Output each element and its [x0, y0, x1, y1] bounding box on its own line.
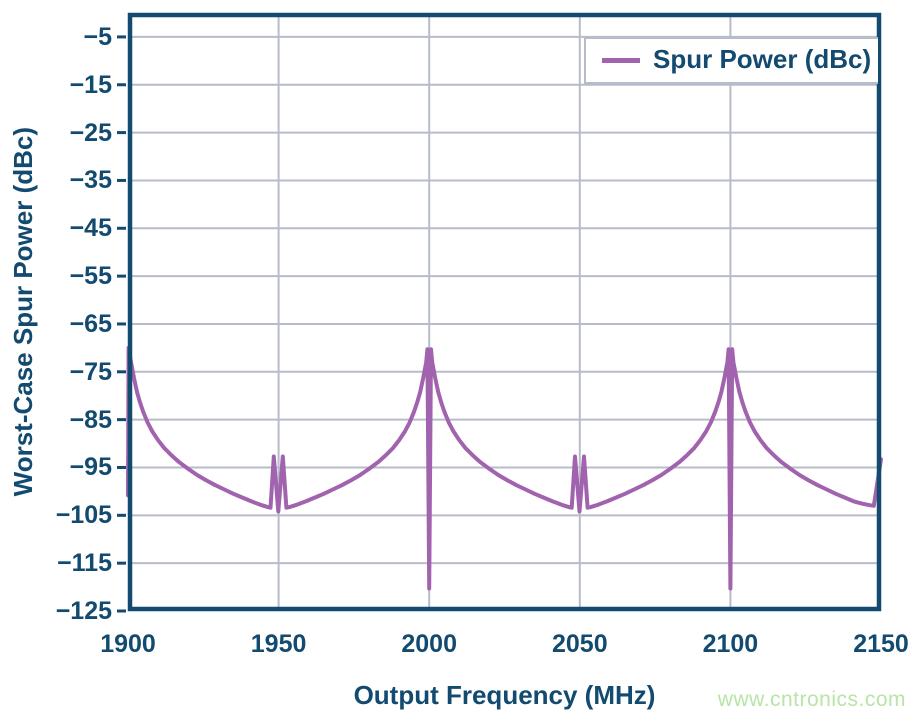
y-tick-label: −115 — [57, 549, 112, 578]
y-tick-label: −35 — [69, 166, 112, 195]
x-axis-title: Output Frequency (MHz) — [353, 680, 656, 710]
y-tick-label: −15 — [69, 70, 112, 99]
y-tick-label: −75 — [69, 357, 112, 386]
y-tick-label: −45 — [69, 214, 112, 243]
y-tick-label: −105 — [55, 501, 112, 530]
watermark: www.cntronics.com — [717, 688, 906, 711]
legend: Spur Power (dBc) — [584, 37, 878, 84]
legend-line-swatch — [602, 58, 640, 63]
x-tick-label: 2100 — [702, 630, 759, 658]
y-tick-label: −95 — [69, 453, 112, 482]
y-tick-label: −85 — [69, 405, 112, 434]
x-tick-label: 2000 — [401, 630, 457, 658]
y-tick-label: −65 — [69, 309, 112, 338]
y-tick-label: −125 — [55, 597, 112, 625]
x-tick-label: 2150 — [853, 630, 909, 658]
y-tick-label: −25 — [69, 118, 112, 147]
x-tick-label: 2050 — [551, 630, 608, 658]
x-tick-label: 1950 — [250, 630, 307, 658]
spur-power-curve — [126, 345, 883, 591]
y-tick-label: −55 — [69, 262, 112, 291]
plot-border — [127, 12, 882, 612]
y-tick-label: −5 — [83, 22, 112, 51]
x-tick-label: 1900 — [100, 630, 156, 658]
legend-label: Spur Power (dBc) — [653, 44, 872, 74]
plot-area — [117, 12, 883, 613]
